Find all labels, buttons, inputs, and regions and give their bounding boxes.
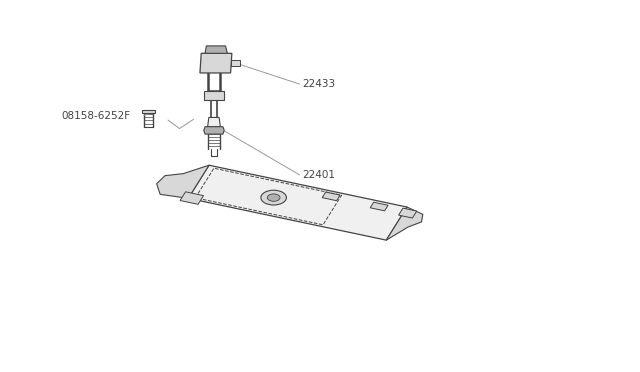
Text: 22401: 22401: [302, 170, 335, 180]
Polygon shape: [207, 118, 220, 127]
Text: 22433: 22433: [302, 79, 335, 89]
Polygon shape: [143, 110, 156, 113]
Polygon shape: [230, 60, 240, 65]
Polygon shape: [157, 165, 209, 198]
Polygon shape: [180, 192, 204, 204]
Polygon shape: [399, 208, 417, 218]
Bar: [370, 202, 388, 211]
Polygon shape: [200, 53, 232, 73]
Bar: [322, 192, 340, 201]
Circle shape: [268, 194, 280, 201]
Text: 08158-6252F: 08158-6252F: [61, 111, 131, 121]
Circle shape: [261, 190, 287, 205]
Polygon shape: [204, 127, 224, 134]
Polygon shape: [188, 165, 407, 240]
Polygon shape: [205, 46, 227, 53]
Polygon shape: [387, 207, 423, 240]
Polygon shape: [204, 91, 223, 100]
